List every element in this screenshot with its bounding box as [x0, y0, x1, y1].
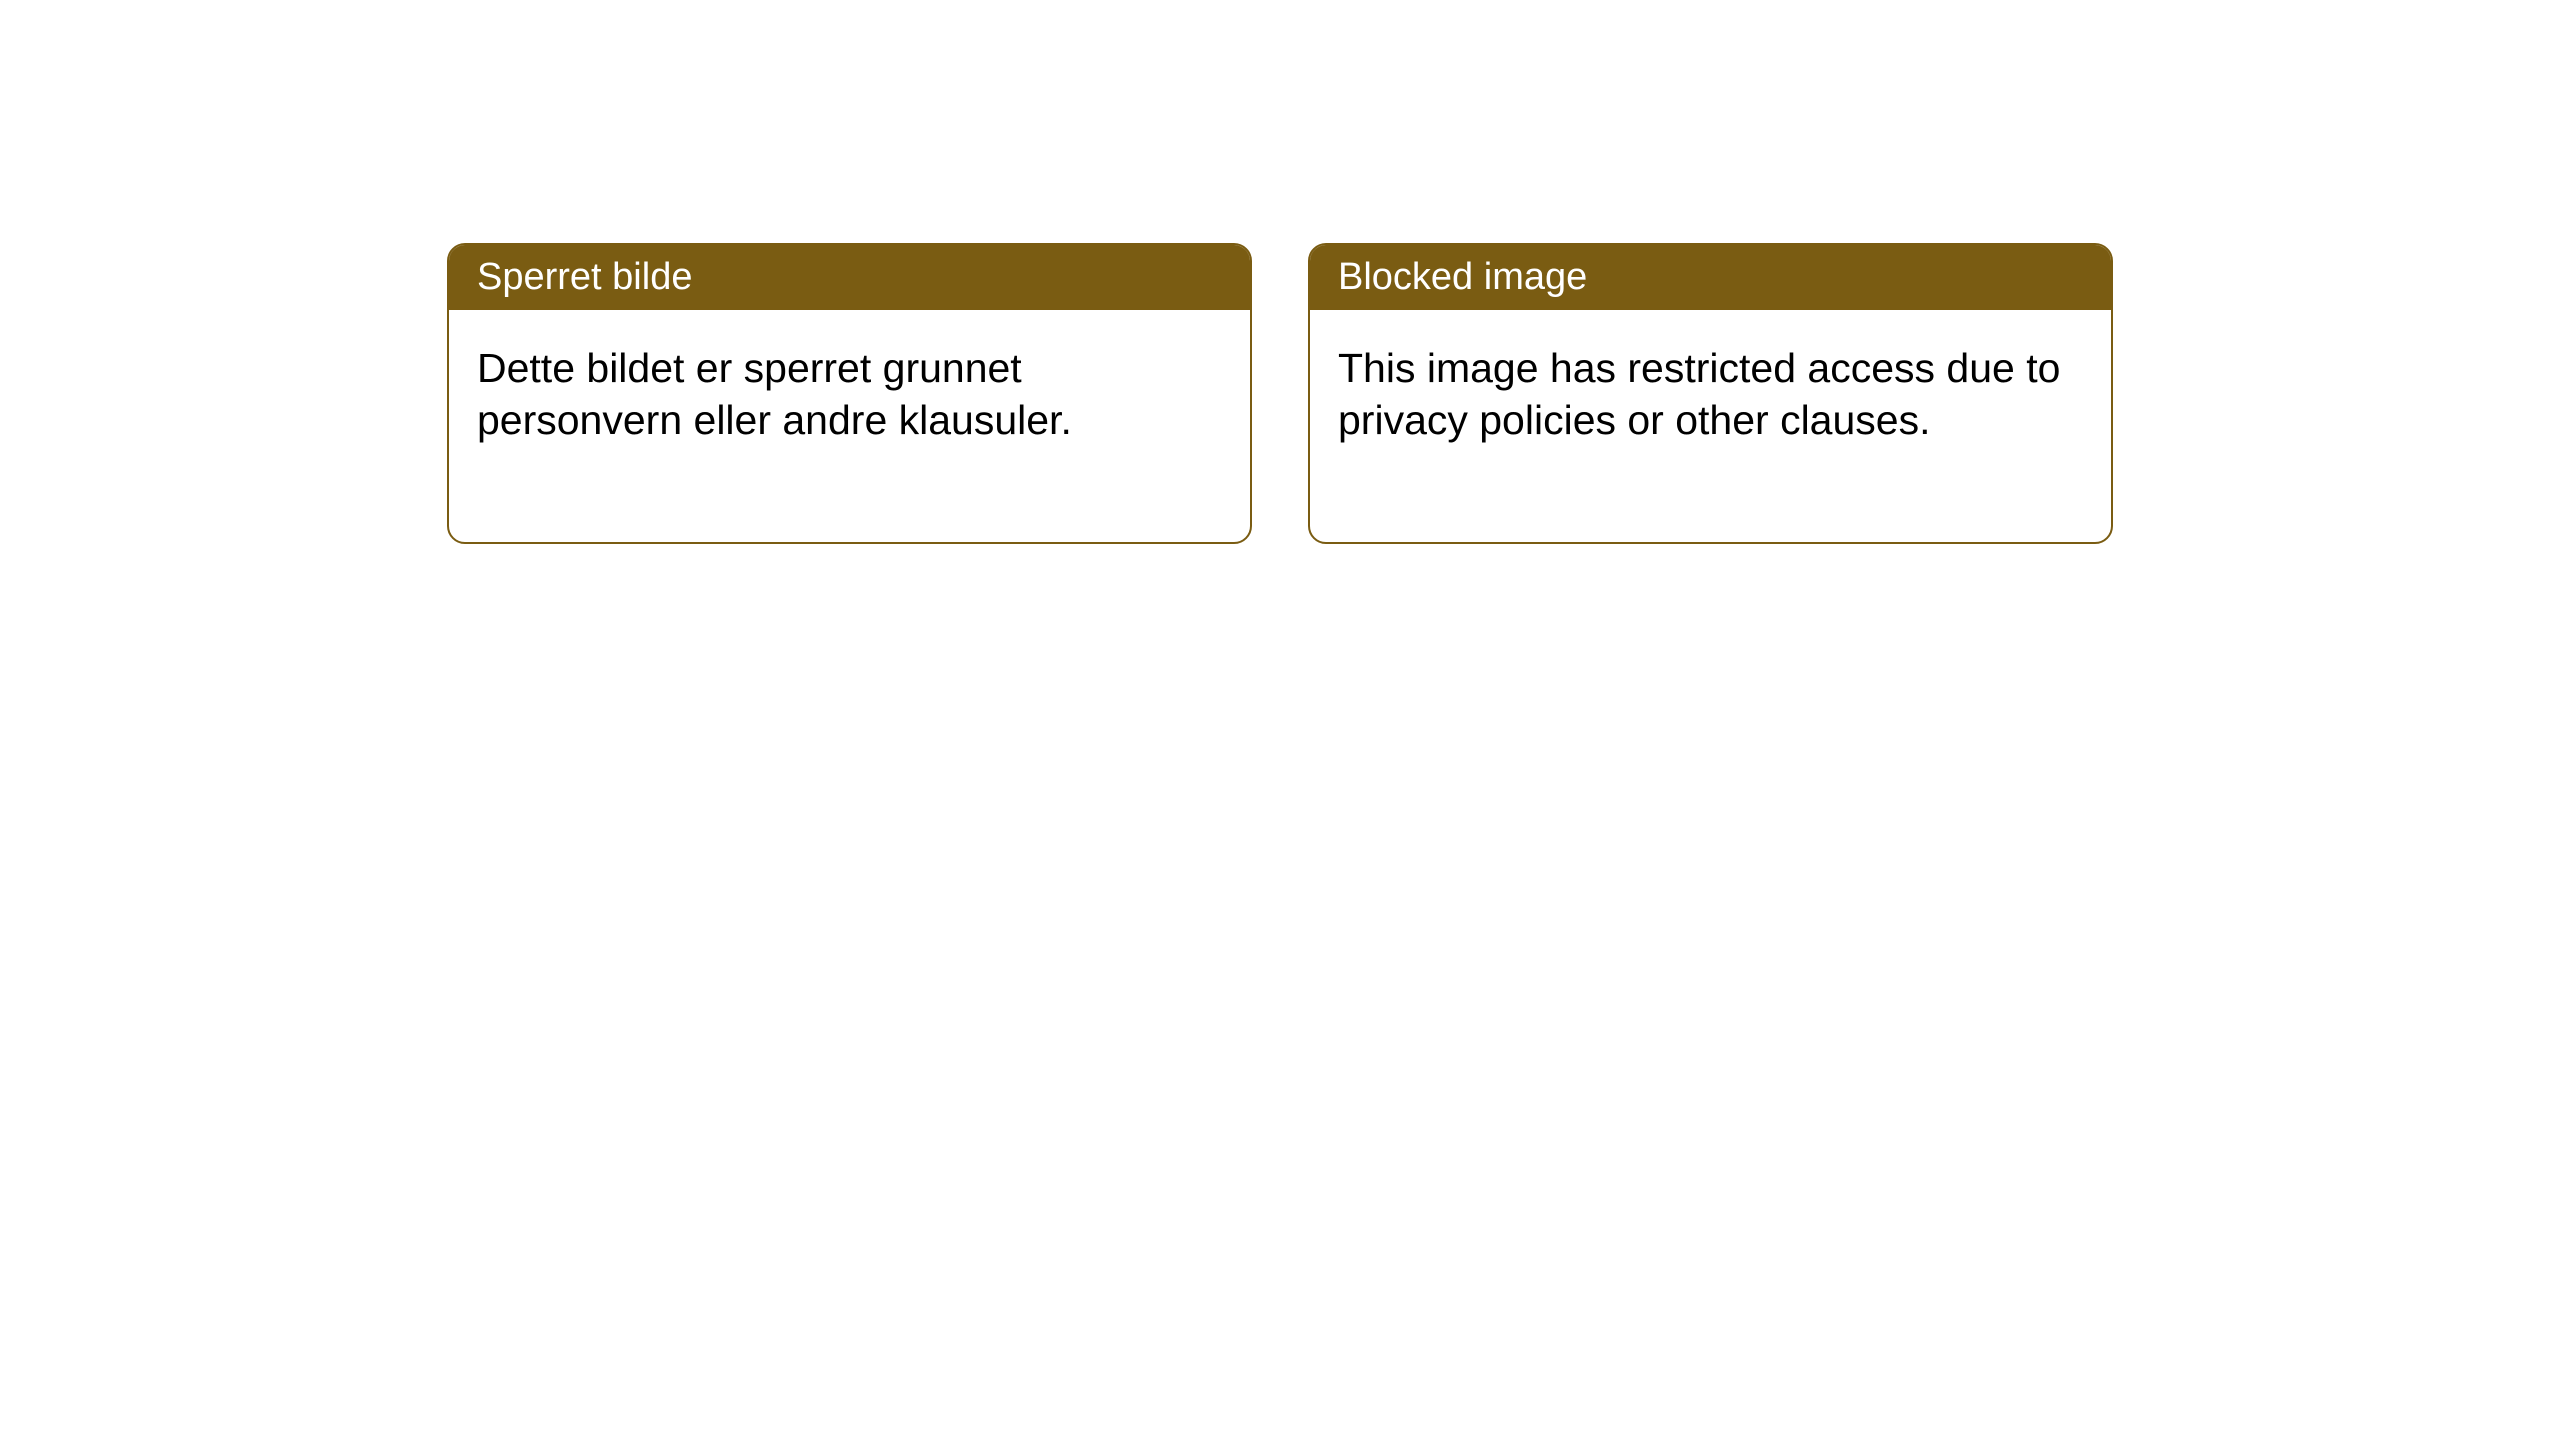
card-body-en: This image has restricted access due to …	[1310, 310, 2111, 542]
card-body-no: Dette bildet er sperret grunnet personve…	[449, 310, 1250, 542]
card-header-en: Blocked image	[1310, 245, 2111, 310]
card-header-no: Sperret bilde	[449, 245, 1250, 310]
card-container: Sperret bilde Dette bildet er sperret gr…	[447, 243, 2113, 544]
blocked-image-card-no: Sperret bilde Dette bildet er sperret gr…	[447, 243, 1252, 544]
blocked-image-card-en: Blocked image This image has restricted …	[1308, 243, 2113, 544]
